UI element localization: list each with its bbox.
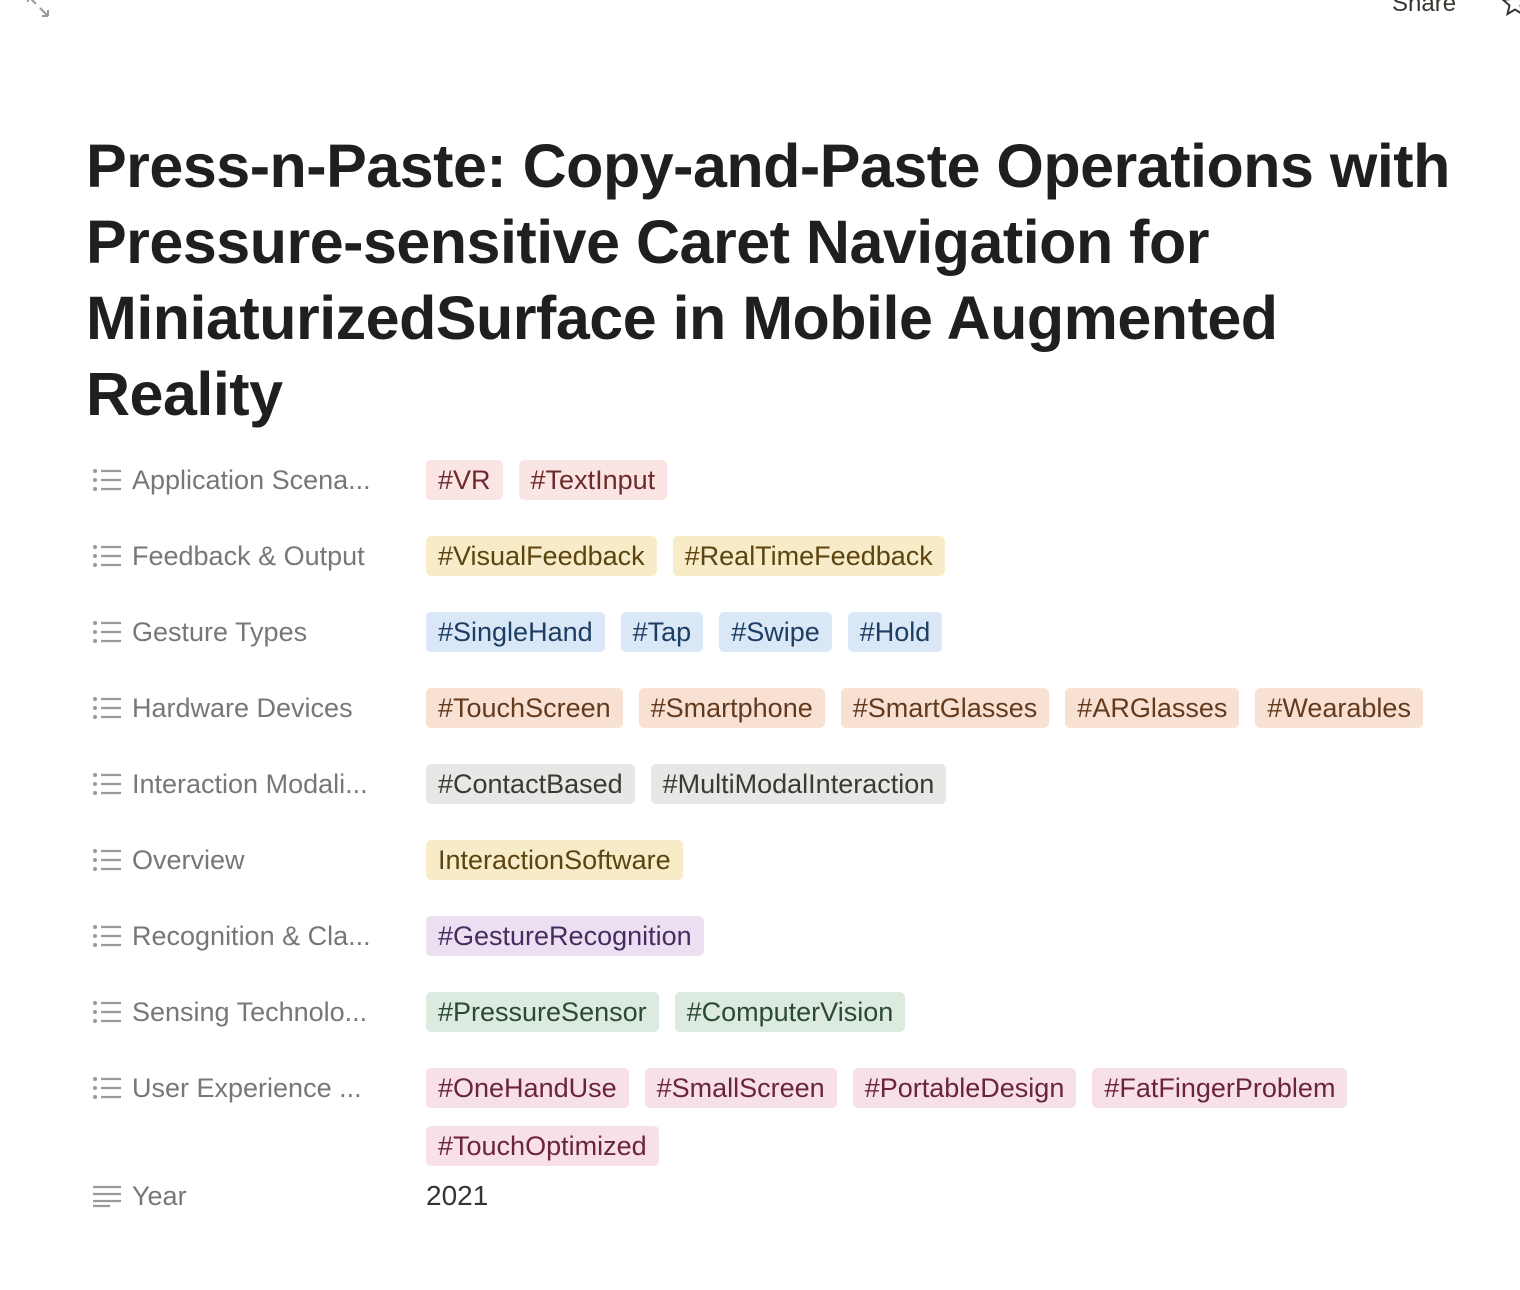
properties-list: Application Scena... #VR #TextInput Feedbac… — [86, 454, 1496, 1246]
property-values[interactable]: #SingleHand #Tap #Swipe #Hold — [426, 606, 1496, 664]
property-values[interactable]: #OneHandUse #SmallScreen #PortableDesign #F… — [426, 1062, 1496, 1178]
tag[interactable]: #VisualFeedback — [426, 536, 657, 576]
list-icon — [93, 469, 121, 491]
property-row: Interaction Modali... #ContactBased #Multi… — [86, 758, 1496, 834]
property-values[interactable]: InteractionSoftware — [426, 834, 1496, 892]
tag[interactable]: #MultiModalInteraction — [650, 764, 947, 804]
tag[interactable]: InteractionSoftware — [426, 840, 683, 880]
property-values[interactable]: #PressureSensor #ComputerVision — [426, 986, 1496, 1044]
share-button[interactable]: Share — [1392, 0, 1457, 17]
property-row: User Experience ... #OneHandUse #SmallScre… — [86, 1062, 1496, 1178]
property-label-text: Gesture Types — [132, 616, 308, 647]
tag[interactable]: #VR — [426, 460, 503, 500]
property-label[interactable]: User Experience ... — [86, 1062, 426, 1114]
text-lines-icon — [93, 1185, 121, 1208]
property-label[interactable]: Sensing Technolo... — [86, 986, 426, 1038]
tag[interactable]: #Wearables — [1255, 688, 1423, 728]
property-label[interactable]: Recognition & Cla... — [86, 910, 426, 962]
property-label-text: Interaction Modali... — [132, 768, 368, 799]
expand-icon[interactable] — [24, 0, 52, 20]
list-icon — [93, 621, 121, 643]
tag[interactable]: #SmartGlasses — [840, 688, 1050, 728]
property-row: Recognition & Cla... #GestureRecognition — [86, 910, 1496, 986]
tag[interactable]: #TextInput — [518, 460, 668, 500]
property-row-year: Year 2021 — [86, 1170, 1496, 1246]
property-label[interactable]: Interaction Modali... — [86, 758, 426, 810]
property-label-text: Hardware Devices — [132, 692, 353, 723]
property-label-text: Feedback & Output — [132, 540, 365, 571]
list-icon — [93, 925, 121, 947]
property-label[interactable]: Gesture Types — [86, 606, 426, 658]
property-row: Application Scena... #VR #TextInput — [86, 454, 1496, 530]
property-row: Gesture Types #SingleHand #Tap #Swipe #Hold — [86, 606, 1496, 682]
star-icon[interactable] — [1500, 0, 1520, 18]
top-bar: Share — [0, 0, 1520, 30]
tag[interactable]: #ContactBased — [426, 764, 635, 804]
property-label-text: Sensing Technolo... — [132, 996, 368, 1027]
tag[interactable]: #Tap — [620, 612, 704, 652]
partial-property-row — [90, 1270, 690, 1290]
tag[interactable]: #RealTimeFeedback — [672, 536, 945, 576]
property-row: Sensing Technolo... #PressureSensor #Compu… — [86, 986, 1496, 1062]
property-label[interactable]: Overview — [86, 834, 426, 886]
tag[interactable]: #Smartphone — [638, 688, 825, 728]
property-label[interactable]: Feedback & Output — [86, 530, 426, 582]
tag[interactable]: #PressureSensor — [426, 992, 659, 1032]
property-label[interactable]: Hardware Devices — [86, 682, 426, 734]
list-icon — [93, 545, 121, 567]
property-label-text: Recognition & Cla... — [132, 920, 371, 951]
list-icon — [93, 697, 121, 719]
property-label-text: User Experience ... — [132, 1072, 362, 1103]
tag[interactable]: #SingleHand — [426, 612, 605, 652]
tag[interactable]: #SmallScreen — [644, 1068, 837, 1108]
tag[interactable]: #Hold — [847, 612, 943, 652]
property-label-text: Application Scena... — [132, 464, 371, 495]
tag[interactable]: #TouchOptimized — [426, 1126, 659, 1166]
property-values[interactable]: 2021 — [426, 1170, 1496, 1222]
tag[interactable]: #PortableDesign — [852, 1068, 1077, 1108]
property-values[interactable]: #VR #TextInput — [426, 454, 1496, 512]
property-label-text: Year — [132, 1180, 187, 1211]
property-label-text: Overview — [132, 844, 245, 875]
list-icon — [93, 1077, 121, 1099]
tag[interactable]: #ComputerVision — [674, 992, 906, 1032]
tag[interactable]: #OneHandUse — [426, 1068, 629, 1108]
page-title[interactable]: Press-n-Paste: Copy-and-Paste Operations… — [86, 132, 1450, 428]
property-values[interactable]: #VisualFeedback #RealTimeFeedback — [426, 530, 1496, 588]
tag[interactable]: #ARGlasses — [1065, 688, 1240, 728]
property-label[interactable]: Application Scena... — [86, 454, 426, 506]
tag[interactable]: #TouchScreen — [426, 688, 623, 728]
property-row: Feedback & Output #VisualFeedback #RealTim… — [86, 530, 1496, 606]
tag[interactable]: #GestureRecognition — [426, 916, 704, 956]
list-icon — [93, 849, 121, 871]
property-values[interactable]: #GestureRecognition — [426, 910, 1496, 968]
tag[interactable]: #FatFingerProblem — [1092, 1068, 1348, 1108]
list-icon — [93, 773, 121, 795]
list-icon — [93, 1001, 121, 1023]
property-values[interactable]: #TouchScreen #Smartphone #SmartGlasses #ARG… — [426, 682, 1496, 740]
property-label-year[interactable]: Year — [86, 1170, 426, 1222]
property-values[interactable]: #ContactBased #MultiModalInteraction — [426, 758, 1496, 816]
tag[interactable]: #Swipe — [719, 612, 832, 652]
property-row: Overview InteractionSoftware — [86, 834, 1496, 910]
year-value: 2021 — [426, 1180, 489, 1211]
property-row: Hardware Devices #TouchScreen #Smartphone #… — [86, 682, 1496, 758]
